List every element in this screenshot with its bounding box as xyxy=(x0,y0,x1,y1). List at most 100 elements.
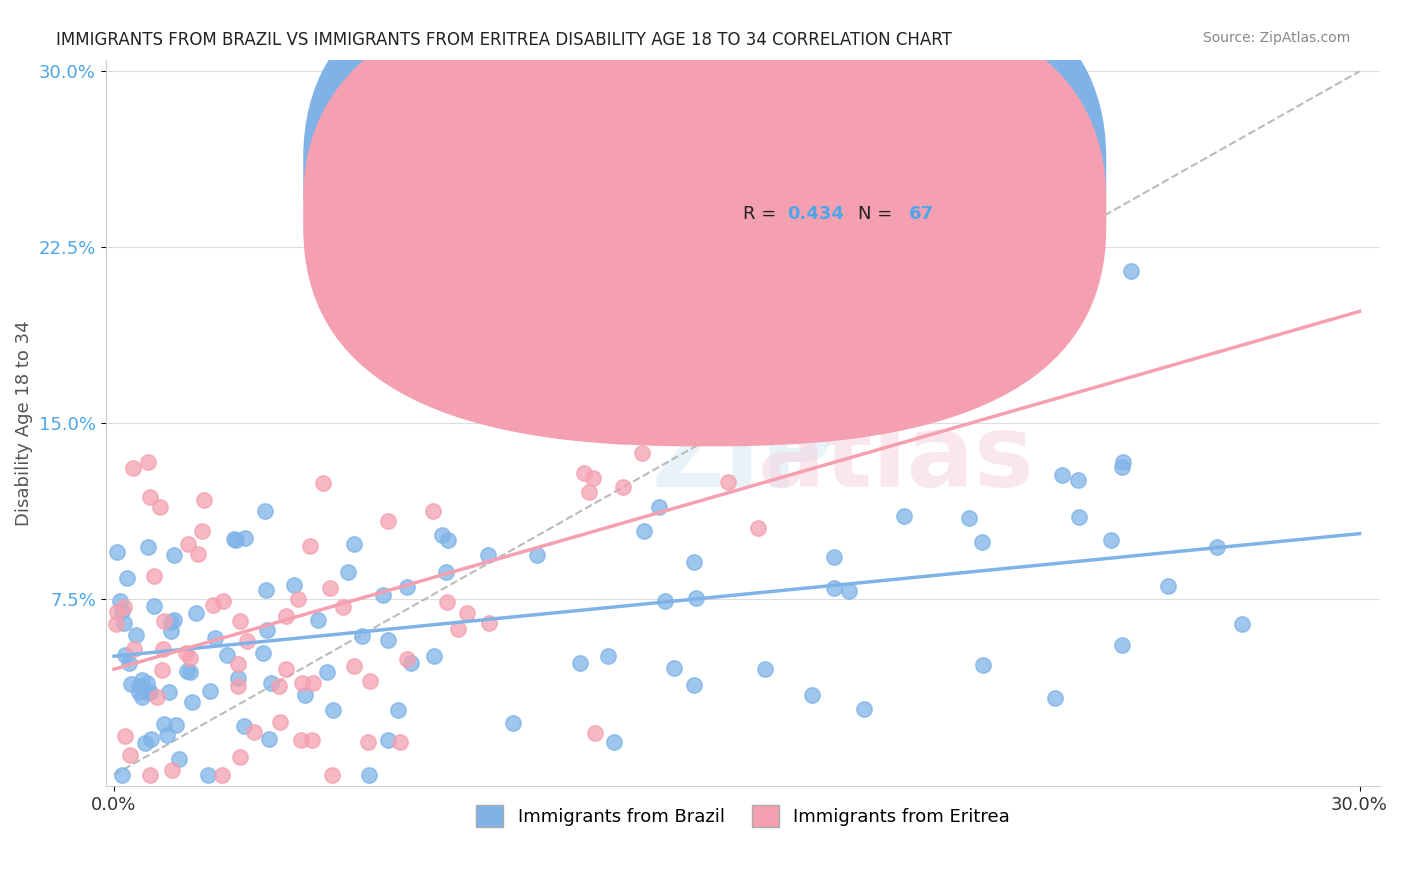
Text: R =: R = xyxy=(742,163,782,181)
Point xyxy=(685,591,707,605)
Point xyxy=(228,614,250,628)
Point xyxy=(343,537,366,551)
Point xyxy=(972,657,994,672)
Text: N =: N = xyxy=(858,163,897,181)
Point xyxy=(153,614,176,628)
Point xyxy=(124,628,146,642)
Point xyxy=(225,533,247,548)
Point xyxy=(229,750,252,764)
Point xyxy=(683,678,706,692)
Point xyxy=(395,652,418,666)
Point xyxy=(235,531,257,545)
Point xyxy=(568,656,591,670)
Y-axis label: Disability Age 18 to 34: Disability Age 18 to 34 xyxy=(15,320,32,526)
Point xyxy=(972,535,994,549)
Point xyxy=(128,685,150,699)
Point xyxy=(131,690,153,705)
Point xyxy=(585,725,607,739)
Point xyxy=(662,661,685,675)
Point xyxy=(142,599,165,613)
Point xyxy=(316,665,339,680)
Point xyxy=(118,747,141,762)
Point xyxy=(128,679,150,693)
Point xyxy=(139,490,162,504)
Point xyxy=(222,532,245,546)
Point xyxy=(456,607,478,621)
Point xyxy=(180,695,202,709)
Point xyxy=(169,752,191,766)
Point xyxy=(204,631,226,645)
FancyBboxPatch shape xyxy=(661,139,1004,249)
Point xyxy=(357,735,380,749)
Point xyxy=(838,583,860,598)
Point xyxy=(643,205,665,219)
Point xyxy=(104,617,127,632)
Point xyxy=(112,600,135,615)
Point xyxy=(165,718,187,732)
Point xyxy=(343,659,366,673)
Point xyxy=(111,604,134,618)
Point xyxy=(294,688,316,702)
Text: ZIP: ZIP xyxy=(651,411,834,508)
Point xyxy=(893,509,915,524)
Point xyxy=(312,476,335,491)
Point xyxy=(434,565,457,579)
Point xyxy=(823,549,845,564)
Point xyxy=(149,500,172,514)
Point xyxy=(197,768,219,782)
Point xyxy=(139,684,162,698)
Point xyxy=(332,600,354,615)
Point xyxy=(359,768,381,782)
Point xyxy=(299,539,322,553)
Point xyxy=(572,466,595,480)
Point xyxy=(136,676,159,690)
Text: atlas: atlas xyxy=(758,411,1035,508)
Point xyxy=(603,735,626,749)
Point xyxy=(1099,533,1122,547)
Point xyxy=(437,533,460,547)
Point xyxy=(163,548,186,562)
Point xyxy=(682,555,704,569)
Point xyxy=(269,714,291,729)
Legend: Immigrants from Brazil, Immigrants from Eritrea: Immigrants from Brazil, Immigrants from … xyxy=(467,796,1019,836)
Point xyxy=(526,548,548,562)
Point xyxy=(107,545,129,559)
Text: 67: 67 xyxy=(908,204,934,223)
Text: IMMIGRANTS FROM BRAZIL VS IMMIGRANTS FROM ERITREA DISABILITY AGE 18 TO 34 CORREL: IMMIGRANTS FROM BRAZIL VS IMMIGRANTS FRO… xyxy=(56,31,952,49)
Point xyxy=(243,725,266,739)
Point xyxy=(114,729,136,743)
Point xyxy=(377,632,399,647)
Point xyxy=(290,733,312,747)
Point xyxy=(322,703,344,717)
Point xyxy=(478,615,501,630)
Point xyxy=(377,514,399,528)
Point xyxy=(436,594,458,608)
Point xyxy=(631,446,654,460)
Point xyxy=(1067,473,1090,487)
Point xyxy=(581,470,603,484)
Point xyxy=(160,624,183,639)
Point xyxy=(477,548,499,562)
Point xyxy=(226,657,249,671)
Point xyxy=(108,594,131,608)
Point xyxy=(190,524,212,538)
Point xyxy=(217,648,239,662)
Point xyxy=(111,768,134,782)
Point xyxy=(212,594,235,608)
Point xyxy=(179,651,201,665)
Point xyxy=(283,578,305,592)
Point xyxy=(114,648,136,663)
Point xyxy=(177,537,200,551)
Text: R =: R = xyxy=(742,204,782,223)
Point xyxy=(350,629,373,643)
Point xyxy=(131,673,153,687)
Point xyxy=(336,565,359,579)
Point xyxy=(134,736,156,750)
Point xyxy=(747,520,769,534)
Point xyxy=(823,581,845,595)
Point xyxy=(359,674,381,689)
Point xyxy=(800,688,823,702)
Point xyxy=(163,613,186,627)
Point xyxy=(118,656,141,670)
Point xyxy=(1121,263,1143,277)
